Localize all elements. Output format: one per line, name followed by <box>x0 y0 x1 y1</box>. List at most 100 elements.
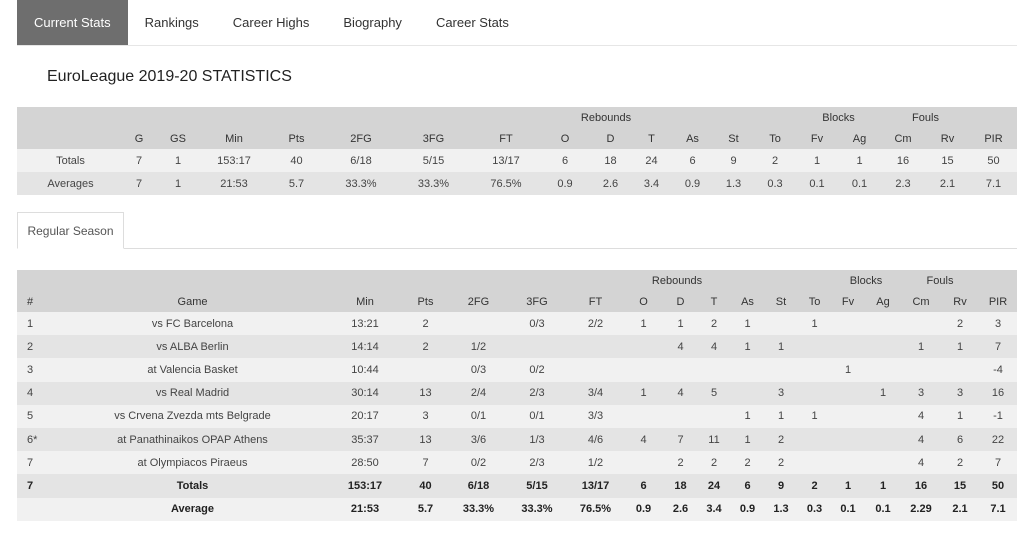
group-header-row: Rebounds Blocks Fouls <box>17 107 1017 128</box>
stat-cell <box>831 312 865 336</box>
stat-cell: 14:14 <box>330 335 400 359</box>
stat-cell: 2 <box>17 335 55 359</box>
stat-cell: 6 <box>731 474 764 498</box>
stat-cell <box>798 451 831 475</box>
stat-cell: 2 <box>400 312 451 336</box>
stat-cell: 1.3 <box>713 172 754 195</box>
stat-cell: 1 <box>731 312 764 336</box>
stat-cell: 5 <box>17 404 55 428</box>
column-header: Pts <box>400 291 451 312</box>
column-header: 3FG <box>395 128 472 149</box>
stat-cell: 0/3 <box>451 358 506 382</box>
stat-cell: 16 <box>979 381 1017 405</box>
stat-cell: 2.1 <box>941 497 979 521</box>
stat-cell: 3/3 <box>568 404 623 428</box>
tab[interactable]: Career Stats <box>435 15 509 30</box>
stat-cell: 1 <box>731 404 764 428</box>
stat-cell: 16 <box>901 474 941 498</box>
column-header: To <box>754 128 796 149</box>
stat-cell: 0/2 <box>451 451 506 475</box>
summary-table: Rebounds Blocks Fouls G GS Min Pts 2FG 3FG FT O D T A… <box>17 107 1017 195</box>
stat-cell: 4 <box>664 381 697 405</box>
game-row: 6* at Panathinaikos OPAP Athens 35:37 13 3/6… <box>17 427 1017 452</box>
game-name: vs ALBA Berlin <box>55 335 330 359</box>
stat-cell <box>451 312 506 336</box>
column-header: Cm <box>901 291 941 312</box>
stat-cell <box>697 358 731 382</box>
column-header: O <box>623 291 664 312</box>
header-cell <box>154 107 202 128</box>
stat-cell: 1 <box>154 172 202 195</box>
stat-cell: 2 <box>941 451 979 475</box>
column-header: G <box>124 128 154 149</box>
column-header: Fv <box>796 128 838 149</box>
tab-bar: Current Stats Rankings Career Highs Biograp… <box>17 0 1017 46</box>
game-name: at Olympiacos Piraeus <box>55 451 330 475</box>
stat-cell: 33.3% <box>327 172 395 195</box>
stat-cell: 0/1 <box>506 404 568 428</box>
column-header: Cm <box>881 128 925 149</box>
stat-cell: 5/15 <box>506 474 568 498</box>
stat-cell: 1 <box>17 312 55 336</box>
stat-cell: 1 <box>798 404 831 428</box>
column-header: As <box>731 291 764 312</box>
stat-cell: 4/6 <box>568 427 623 452</box>
header-cell <box>55 270 330 291</box>
section-title: EuroLeague 2019-20 STATISTICS <box>47 68 292 85</box>
stat-cell <box>831 381 865 405</box>
stat-cell <box>865 404 901 428</box>
row-label: Totals <box>17 149 124 172</box>
stat-cell <box>865 358 901 382</box>
stat-cell: 7 <box>664 427 697 452</box>
game-name: vs Real Madrid <box>55 381 330 405</box>
header-cell <box>17 107 124 128</box>
group-header: Blocks <box>796 107 881 128</box>
stat-cell: 1 <box>865 381 901 405</box>
stat-cell: 6/18 <box>327 149 395 172</box>
stats-row: Totals 7 1 153:17 40 6/18 5/15 13/17 6 18 24 6 9 2 1 1 1… <box>17 149 1017 172</box>
stat-cell: 1/2 <box>451 335 506 359</box>
stat-cell: 1 <box>731 335 764 359</box>
stat-cell: 0.3 <box>754 172 796 195</box>
header-cell <box>472 107 540 128</box>
stat-cell: 76.5% <box>568 497 623 521</box>
stat-cell <box>798 427 831 452</box>
tab[interactable]: Career Highs <box>232 15 310 30</box>
header-cell <box>764 270 798 291</box>
game-row: 4 vs Real Madrid 30:14 13 2/4 2/3 3/4 1 4 5 3 1 3 3 16 <box>17 381 1017 405</box>
column-header: Fv <box>831 291 865 312</box>
stat-cell: 2/4 <box>451 381 506 405</box>
column-header: O <box>540 128 590 149</box>
stat-cell: 33.3% <box>451 497 506 521</box>
column-header: To <box>798 291 831 312</box>
game-row: 5 vs Crvena Zvezda mts Belgrade 20:17 3 0/1 0… <box>17 404 1017 428</box>
stat-cell: 0.1 <box>831 497 865 521</box>
group-header: Fouls <box>881 107 970 128</box>
row-label: Averages <box>17 172 124 195</box>
column-header: Ag <box>865 291 901 312</box>
tab[interactable]: Rankings <box>144 15 199 30</box>
stat-cell: 2.29 <box>901 497 941 521</box>
column-header: Pts <box>266 128 327 149</box>
stat-cell <box>865 335 901 359</box>
header-cell <box>327 107 395 128</box>
season-tab[interactable]: Regular Season <box>17 212 124 249</box>
stat-cell: 1 <box>154 149 202 172</box>
stat-cell: 3 <box>17 358 55 382</box>
header-cell <box>124 107 154 128</box>
tab[interactable]: Current Stats <box>17 0 128 45</box>
stat-cell <box>901 358 941 382</box>
games-table: Rebounds Blocks Fouls # Game Min Pts 2FG 3FG FT O D… <box>17 270 1017 521</box>
header-cell <box>395 107 472 128</box>
column-header: 2FG <box>327 128 395 149</box>
stat-cell: 153:17 <box>330 474 400 498</box>
stat-cell <box>623 335 664 359</box>
tab[interactable]: Biography <box>343 15 402 30</box>
column-header: # <box>17 291 55 312</box>
game-name: vs Crvena Zvezda mts Belgrade <box>55 404 330 428</box>
stat-cell: 5.7 <box>400 497 451 521</box>
stat-cell: 4 <box>17 381 55 405</box>
stat-cell: 0.9 <box>540 172 590 195</box>
game-row: 1 vs FC Barcelona 13:21 2 0/3 2/2 1 1 2 1 1 2 3 <box>17 312 1017 336</box>
